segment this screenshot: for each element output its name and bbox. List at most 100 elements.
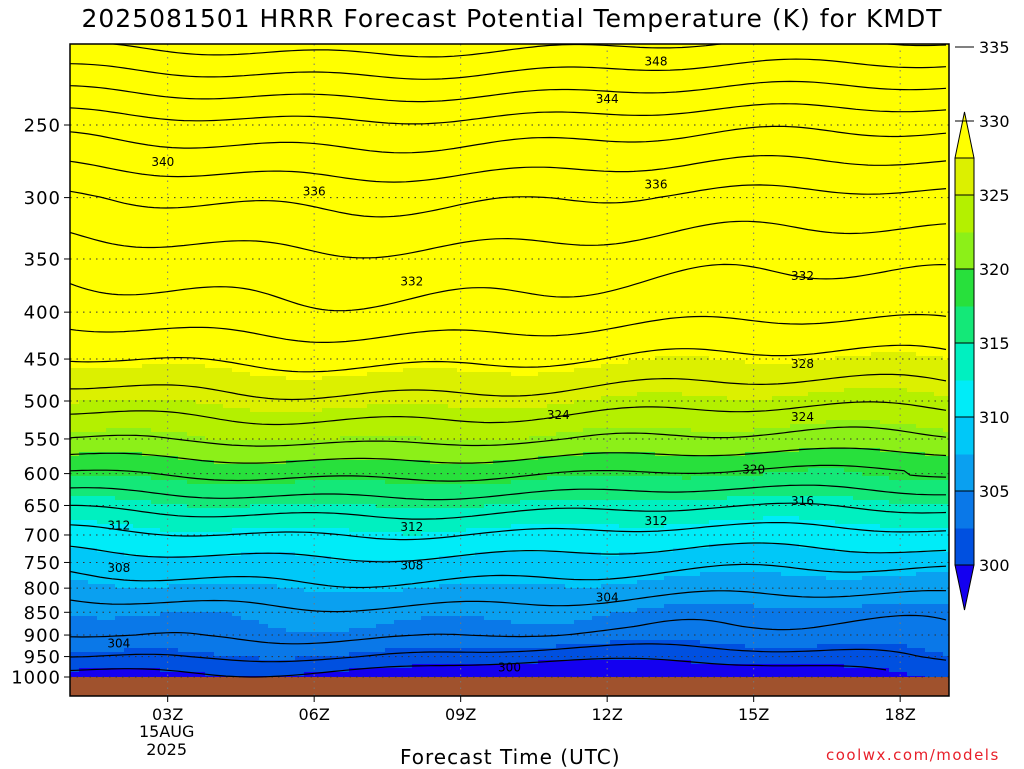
fill-cell — [169, 68, 179, 73]
fill-cell — [70, 612, 80, 617]
fill-cell — [214, 380, 224, 385]
fill-cell — [286, 108, 296, 113]
fill-cell — [277, 440, 287, 445]
fill-cell — [133, 520, 143, 525]
fill-cell — [241, 412, 251, 417]
fill-cell — [322, 236, 332, 241]
fill-cell — [223, 136, 233, 141]
fill-cell — [295, 348, 305, 353]
fill-cell — [232, 352, 242, 357]
fill-cell — [277, 448, 287, 453]
fill-cell — [295, 80, 305, 85]
fill-cell — [115, 160, 125, 165]
fill-cell — [124, 176, 134, 181]
fill-cell — [178, 60, 188, 65]
fill-cell — [277, 584, 287, 589]
fill-cell — [196, 500, 206, 505]
fill-cell — [205, 620, 215, 625]
fill-cell — [169, 84, 179, 89]
fill-cell — [277, 472, 287, 477]
fill-cell — [223, 92, 233, 97]
fill-cell — [97, 392, 107, 397]
fill-cell — [214, 60, 224, 65]
fill-cell — [160, 228, 170, 233]
fill-cell — [313, 196, 323, 201]
fill-cell — [223, 308, 233, 313]
fill-cell — [106, 372, 116, 377]
fill-cell — [304, 524, 314, 529]
fill-cell — [322, 112, 332, 117]
fill-cell — [313, 660, 323, 665]
fill-cell — [250, 500, 260, 505]
fill-cell — [223, 396, 233, 401]
fill-cell — [160, 108, 170, 113]
fill-cell — [115, 352, 125, 357]
fill-cell — [241, 604, 251, 609]
fill-cell — [160, 84, 170, 89]
fill-cell — [187, 340, 197, 345]
fill-cell — [160, 564, 170, 569]
fill-cell — [97, 368, 107, 373]
fill-cell — [313, 592, 323, 597]
fill-cell — [115, 452, 125, 457]
fill-cell — [97, 60, 107, 65]
fill-cell — [178, 344, 188, 349]
fill-cell — [340, 44, 350, 49]
fill-cell — [331, 180, 341, 185]
fill-cell — [160, 508, 170, 513]
fill-cell — [340, 216, 350, 221]
fill-cell — [214, 168, 224, 173]
fill-cell — [133, 124, 143, 129]
fill-cell — [115, 644, 125, 649]
fill-cell — [214, 304, 224, 309]
fill-cell — [241, 656, 251, 661]
fill-cell — [133, 184, 143, 189]
fill-cell — [205, 60, 215, 65]
fill-cell — [178, 240, 188, 245]
fill-cell — [142, 296, 152, 301]
fill-cell — [241, 436, 251, 441]
fill-cell — [340, 292, 350, 297]
fill-cell — [160, 428, 170, 433]
fill-cell — [250, 424, 260, 429]
fill-cell — [133, 260, 143, 265]
fill-cell — [97, 376, 107, 381]
fill-cell — [115, 632, 125, 637]
fill-cell — [115, 148, 125, 153]
fill-cell — [313, 672, 323, 677]
fill-cell — [115, 296, 125, 301]
fill-cell — [205, 168, 215, 173]
fill-cell — [115, 220, 125, 225]
fill-cell — [277, 612, 287, 617]
fill-cell — [124, 348, 134, 353]
fill-cell — [232, 620, 242, 625]
fill-cell — [322, 468, 332, 473]
fill-cell — [223, 448, 233, 453]
fill-cell — [295, 464, 305, 469]
fill-cell — [232, 524, 242, 529]
fill-cell — [232, 80, 242, 85]
fill-cell — [115, 424, 125, 429]
fill-cell — [196, 248, 206, 253]
fill-cell — [295, 344, 305, 349]
fill-cell — [142, 596, 152, 601]
fill-cell — [160, 224, 170, 229]
fill-cell — [124, 108, 134, 113]
fill-cell — [223, 628, 233, 633]
fill-cell — [97, 116, 107, 121]
fill-cell — [313, 296, 323, 301]
fill-cell — [169, 184, 179, 189]
fill-cell — [205, 236, 215, 241]
fill-cell — [88, 268, 98, 273]
fill-cell — [151, 152, 161, 157]
fill-cell — [340, 376, 350, 381]
fill-cell — [142, 416, 152, 421]
fill-cell — [214, 544, 224, 549]
fill-cell — [313, 308, 323, 313]
fill-cell — [196, 416, 206, 421]
fill-cell — [88, 92, 98, 97]
fill-cell — [277, 516, 287, 521]
fill-cell — [331, 496, 341, 501]
fill-cell — [133, 548, 143, 553]
